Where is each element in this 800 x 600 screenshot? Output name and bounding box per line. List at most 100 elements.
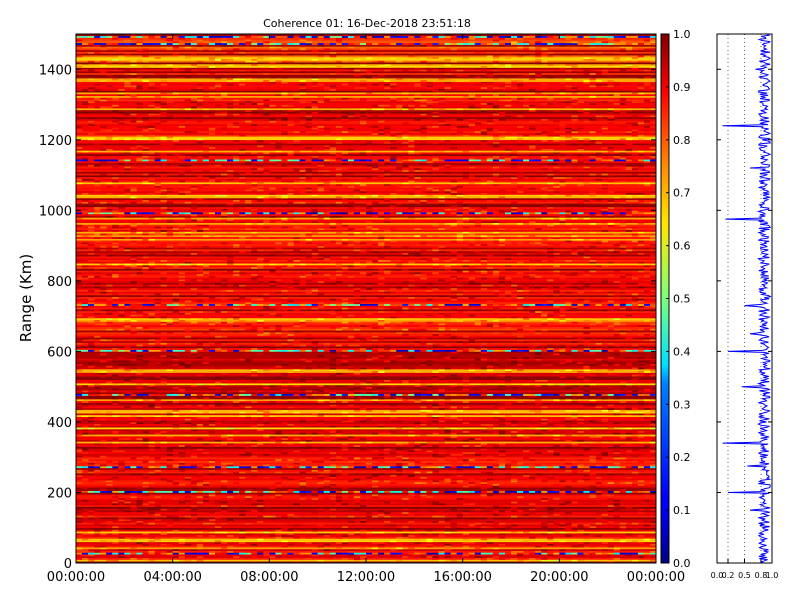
heatmap-cell bbox=[535, 342, 542, 345]
heatmap-cell bbox=[583, 469, 590, 472]
heatmap-cell bbox=[559, 466, 566, 469]
heatmap-cell bbox=[190, 464, 198, 467]
heatmap-cell bbox=[571, 409, 578, 412]
heatmap-cell bbox=[468, 280, 476, 283]
heatmap-cell bbox=[76, 399, 83, 402]
heatmap-cell bbox=[378, 425, 385, 428]
heatmap-cell bbox=[341, 212, 349, 215]
heatmap-cell bbox=[130, 370, 137, 373]
heatmap-cell bbox=[353, 266, 361, 269]
heatmap-cell bbox=[559, 215, 566, 218]
heatmap-cell bbox=[317, 432, 325, 435]
heatmap-cell bbox=[619, 457, 627, 460]
heatmap-cell bbox=[444, 317, 451, 320]
heatmap-cell bbox=[100, 254, 107, 257]
heatmap-cell bbox=[583, 474, 590, 477]
heatmap-cell bbox=[444, 531, 451, 534]
heatmap-cell bbox=[504, 370, 512, 373]
heatmap-cell bbox=[106, 303, 113, 306]
heatmap-cell bbox=[221, 242, 228, 245]
heatmap-cell bbox=[130, 351, 137, 354]
heatmap-cell bbox=[432, 402, 439, 405]
heatmap-cell bbox=[589, 300, 596, 303]
heatmap-cell bbox=[299, 349, 306, 352]
heatmap-cell bbox=[112, 501, 119, 504]
heatmap-cell bbox=[359, 294, 367, 298]
heatmap-cell bbox=[233, 206, 240, 209]
heatmap-cell bbox=[595, 446, 602, 449]
heatmap-cell bbox=[384, 210, 391, 213]
heatmap-cell bbox=[571, 400, 578, 403]
heatmap-cell bbox=[607, 249, 615, 252]
heatmap-cell bbox=[517, 264, 524, 268]
heatmap-cell bbox=[486, 525, 494, 529]
heatmap-cell bbox=[172, 529, 180, 532]
heatmap-cell bbox=[492, 393, 500, 396]
heatmap-cell bbox=[118, 236, 125, 239]
heatmap-cell bbox=[511, 436, 518, 439]
heatmap-cell bbox=[251, 227, 258, 231]
heatmap-cell bbox=[112, 310, 119, 313]
heatmap-cell bbox=[643, 490, 651, 493]
heatmap-cell bbox=[184, 213, 192, 216]
heatmap-cell bbox=[148, 446, 155, 449]
heatmap-cell bbox=[269, 495, 276, 499]
heatmap-row bbox=[76, 372, 656, 375]
heatmap-cell bbox=[335, 430, 343, 433]
heatmap-cell bbox=[106, 227, 113, 231]
heatmap-cell bbox=[577, 212, 584, 215]
heatmap-cell bbox=[613, 247, 621, 250]
heatmap-cell bbox=[480, 342, 488, 345]
heatmap-cell bbox=[88, 381, 95, 384]
heatmap-cell bbox=[474, 428, 482, 432]
heatmap-cell bbox=[184, 233, 192, 236]
heatmap-cell bbox=[613, 323, 621, 326]
heatmap-cell bbox=[353, 212, 361, 215]
heatmap-cell bbox=[613, 409, 621, 412]
heatmap-cell bbox=[390, 393, 397, 396]
heatmap-cell bbox=[245, 240, 252, 243]
heatmap-cell bbox=[160, 490, 167, 493]
heatmap-cell bbox=[372, 400, 379, 403]
heatmap-cell bbox=[372, 547, 379, 550]
heatmap-cell bbox=[166, 247, 173, 250]
heatmap-cell bbox=[184, 349, 192, 352]
heatmap-cell bbox=[130, 423, 137, 426]
heatmap-cell bbox=[106, 215, 113, 218]
heatmap-cell bbox=[396, 307, 403, 310]
heatmap-cell bbox=[468, 305, 476, 308]
heatmap-cell bbox=[323, 349, 331, 352]
heatmap-cell bbox=[166, 303, 173, 306]
heatmap-cell bbox=[178, 294, 186, 298]
heatmap-cell bbox=[541, 330, 548, 333]
heatmap-cell bbox=[462, 522, 470, 525]
heatmap-cell bbox=[631, 293, 639, 296]
heatmap-cell bbox=[511, 333, 518, 336]
heatmap-cell bbox=[366, 291, 373, 294]
heatmap-cell bbox=[625, 437, 633, 440]
heatmap-cell bbox=[492, 555, 500, 559]
heatmap-cell bbox=[263, 332, 270, 335]
heatmap-cell bbox=[432, 466, 439, 469]
heatmap-cell bbox=[625, 303, 633, 306]
heatmap-cell bbox=[486, 490, 494, 493]
heatmap-cell bbox=[553, 310, 560, 313]
heatmap-cell bbox=[88, 349, 95, 352]
heatmap-cell bbox=[402, 245, 409, 248]
heatmap-cell bbox=[444, 414, 451, 417]
heatmap-cell bbox=[384, 344, 391, 347]
heatmap-cell bbox=[311, 393, 318, 396]
heatmap-cell bbox=[420, 273, 427, 276]
heatmap-cell bbox=[390, 540, 397, 543]
heatmap-cell bbox=[196, 273, 204, 276]
heatmap-cell bbox=[347, 395, 355, 398]
heatmap-cell bbox=[631, 236, 639, 239]
heatmap-cell bbox=[190, 303, 198, 306]
heatmap-cell bbox=[613, 444, 621, 447]
heatmap-cell bbox=[511, 397, 518, 400]
heatmap-cell bbox=[82, 533, 89, 536]
heatmap-cell bbox=[511, 467, 518, 470]
heatmap-cell bbox=[130, 554, 137, 557]
heatmap-cell bbox=[154, 399, 161, 402]
heatmap-cell bbox=[329, 554, 337, 557]
